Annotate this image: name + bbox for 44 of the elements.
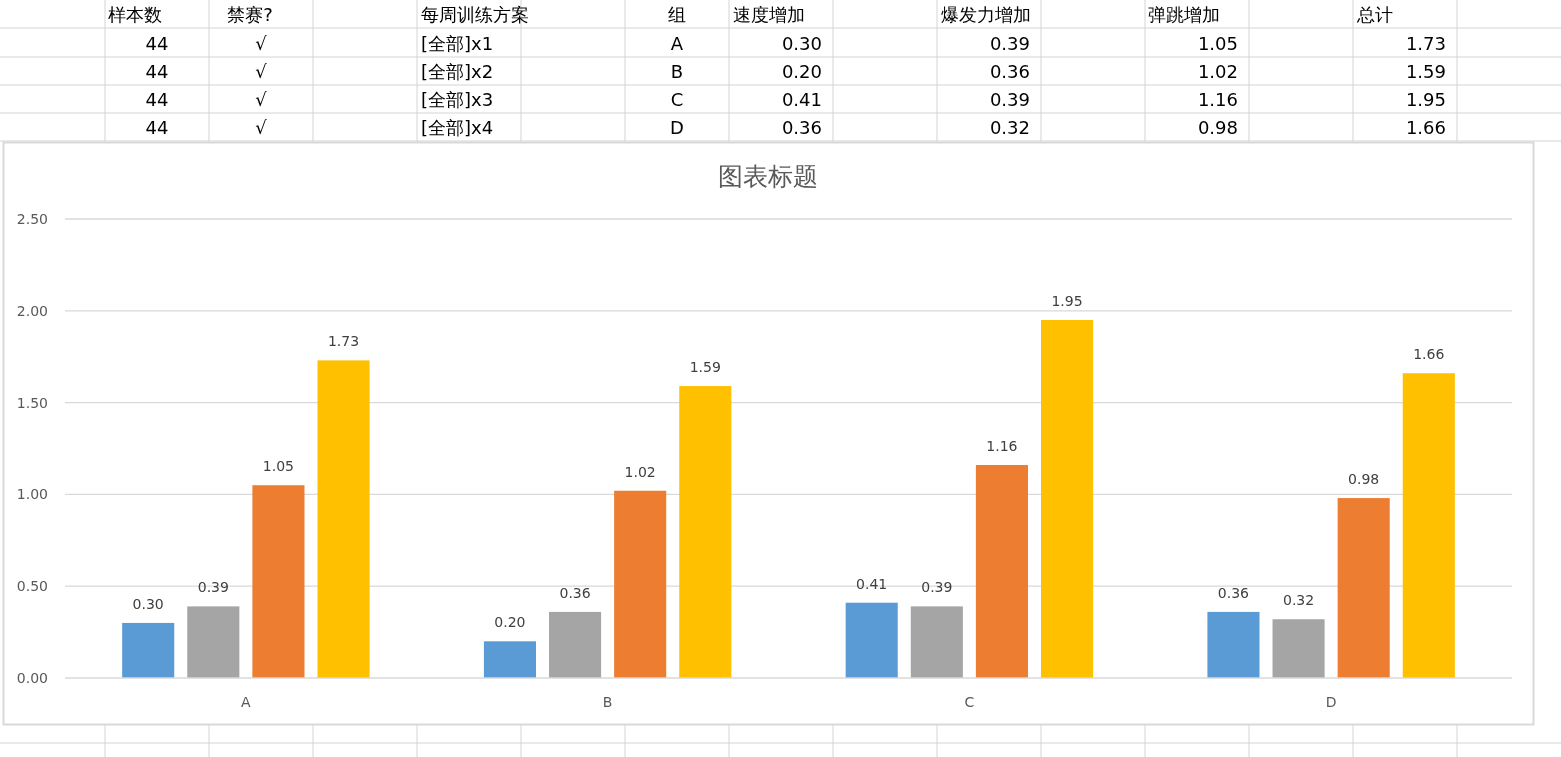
chart-title: 图表标题 (718, 162, 818, 191)
bar (614, 490, 667, 678)
x-tick-label: A (241, 694, 252, 710)
bar (549, 611, 602, 678)
data-label: 1.02 (624, 463, 656, 480)
data-label: 0.36 (559, 584, 591, 601)
bar (317, 360, 370, 678)
x-tick-label: C (964, 694, 975, 710)
bar (1207, 611, 1260, 678)
y-tick-label: 1.00 (16, 486, 48, 503)
data-label: 0.30 (132, 595, 164, 612)
data-label: 1.05 (262, 458, 295, 475)
bar (252, 485, 305, 678)
bar (845, 602, 898, 678)
bar (975, 465, 1028, 678)
y-tick-label: 0.00 (16, 670, 48, 686)
data-label: 1.73 (327, 333, 360, 350)
bar (122, 622, 175, 678)
data-label: 1.16 (986, 438, 1018, 455)
data-label: 1.59 (689, 359, 721, 376)
data-label: 0.98 (1348, 471, 1380, 488)
data-label: 0.32 (1282, 592, 1315, 609)
x-tick-label: B (602, 694, 613, 710)
y-tick-label: 1.50 (16, 394, 48, 411)
table: 样本数 禁赛? 每周训练方案 组 速度增加 爆发力增加 弹跳增加 总计 44 √ [全部]x1 A 0.30 0.39 1.05 1.73 44 √ [全部]x2 B 0.20 0.36 1.02 1.59 44 √ [全部]x3 C 0.41 0.39 1.16 1.95 44 √ [全部]x4 D 0.36 0.32 0.98 1.66 (108, 4, 1446, 138)
bar (483, 641, 536, 678)
data-label: 1.66 (1413, 346, 1445, 363)
data-label: 0.36 (1217, 584, 1250, 601)
data-label: 1.95 (1051, 292, 1083, 309)
bar (1337, 498, 1390, 678)
y-tick-label: 2.00 (16, 302, 48, 319)
y-tick-label: 2.50 (16, 211, 48, 227)
data-label: 0.39 (197, 579, 229, 596)
bar (1402, 373, 1455, 678)
bar (1041, 319, 1094, 678)
data-label: 0.39 (921, 579, 953, 596)
data-label: 0.20 (494, 614, 526, 631)
bar (187, 606, 240, 678)
bar (1272, 619, 1325, 678)
x-tick-label: D (1325, 694, 1337, 710)
data-label: 0.41 (856, 575, 888, 592)
bar (910, 606, 963, 678)
y-tick-label: 0.50 (16, 578, 48, 595)
bar (679, 386, 732, 678)
